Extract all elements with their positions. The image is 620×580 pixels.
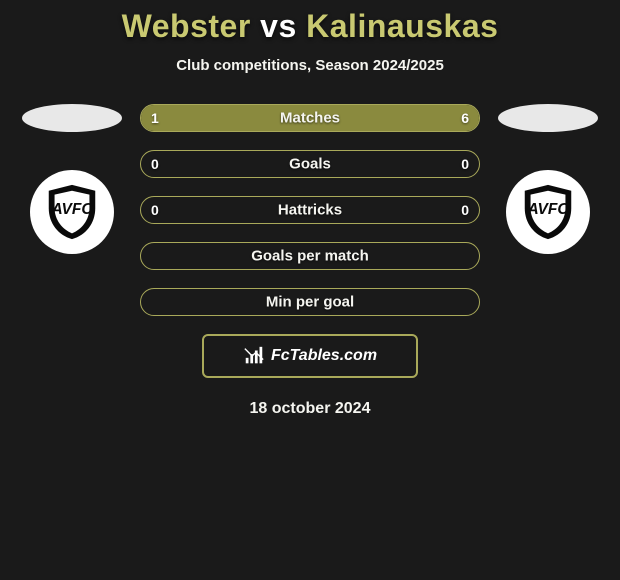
stat-label: Min per goal <box>266 294 354 311</box>
stat-row-goals: 0 0 Goals <box>140 150 480 178</box>
svg-text:AVFC: AVFC <box>50 201 93 218</box>
content-area: AVFC 1 6 Matches 0 0 Goals 0 0 Hattricks Goals pe… <box>0 104 620 316</box>
player1-name: Webster <box>122 8 251 44</box>
branding-box: FcTables.com <box>202 334 418 378</box>
player2-name: Kalinauskas <box>306 8 498 44</box>
stat-label: Hattricks <box>278 202 342 219</box>
stat-label: Goals <box>289 156 331 173</box>
player1-flag <box>22 104 122 132</box>
branding-text: FcTables.com <box>271 347 377 365</box>
stat-label: Matches <box>280 110 340 127</box>
stat-value-left: 1 <box>151 110 159 126</box>
bar-chart-icon <box>243 345 265 367</box>
stat-value-left: 0 <box>151 202 159 218</box>
stats-column: 1 6 Matches 0 0 Goals 0 0 Hattricks Goals per mat… <box>140 104 480 316</box>
stat-row-goals-per-match: Goals per match <box>140 242 480 270</box>
player1-club-badge: AVFC <box>30 170 114 254</box>
shield-icon: AVFC <box>517 181 579 243</box>
vs-label: vs <box>260 8 297 44</box>
player2-club-badge: AVFC <box>506 170 590 254</box>
stat-value-left: 0 <box>151 156 159 172</box>
right-side-column: AVFC <box>498 104 598 254</box>
stat-row-matches: 1 6 Matches <box>140 104 480 132</box>
stat-value-right: 6 <box>461 110 469 126</box>
page-title: Webster vs Kalinauskas <box>0 0 620 45</box>
stat-row-min-per-goal: Min per goal <box>140 288 480 316</box>
stat-row-hattricks: 0 0 Hattricks <box>140 196 480 224</box>
stat-value-right: 0 <box>461 156 469 172</box>
subtitle: Club competitions, Season 2024/2025 <box>0 57 620 74</box>
stat-label: Goals per match <box>251 248 369 265</box>
date-label: 18 october 2024 <box>0 400 620 418</box>
player2-flag <box>498 104 598 132</box>
svg-text:AVFC: AVFC <box>526 201 569 218</box>
stat-fill-left <box>141 105 189 131</box>
left-side-column: AVFC <box>22 104 122 254</box>
stat-value-right: 0 <box>461 202 469 218</box>
shield-icon: AVFC <box>41 181 103 243</box>
